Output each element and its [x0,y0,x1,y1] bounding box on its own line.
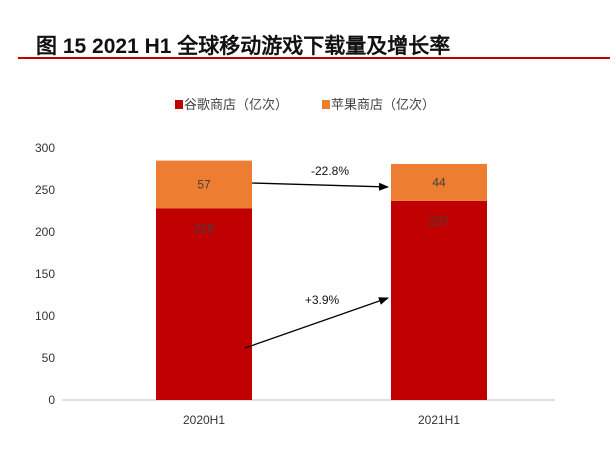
growth-label-apple: -22.8% [311,164,349,178]
bar-segment [156,208,252,400]
figure-title: 图 15 2021 H1 全球移动游戏下载量及增长率 [36,35,451,58]
data-label: 237 [429,214,449,228]
y-tick-label: 50 [42,351,56,365]
bar-segment [391,163,487,201]
y-tick-label: 150 [35,267,55,281]
data-label: 228 [194,221,214,235]
data-label: 44 [432,175,446,189]
title-underline [18,57,610,59]
bars: 228 57 237 44 [156,160,487,400]
arrow-google [244,297,389,349]
growth-label-google: +3.9% [305,293,340,307]
x-tick-label: 2020H1 [183,413,225,427]
y-tick-label: 200 [35,225,55,239]
y-tick-label: 0 [48,393,55,407]
legend-label: 苹果商店（亿次） [331,97,435,112]
legend: 谷歌商店（亿次） 苹果商店（亿次） [175,97,435,112]
bar-segment [391,200,487,400]
x-tick-label: 2021H1 [418,413,460,427]
legend-label: 谷歌商店（亿次） [184,97,288,112]
y-tick-label: 300 [35,141,55,155]
arrow-apple [251,182,389,191]
data-label: 57 [197,178,211,192]
annotations: -22.8% +3.9% [244,164,389,349]
legend-swatch [175,100,183,109]
legend-swatch [322,100,330,109]
y-tick-label: 250 [35,183,55,197]
bar-segment [156,160,252,209]
y-tick-label: 100 [35,309,55,323]
axes: 0 50 100 150 200 250 300 2020H1 2021H1 [35,141,555,427]
